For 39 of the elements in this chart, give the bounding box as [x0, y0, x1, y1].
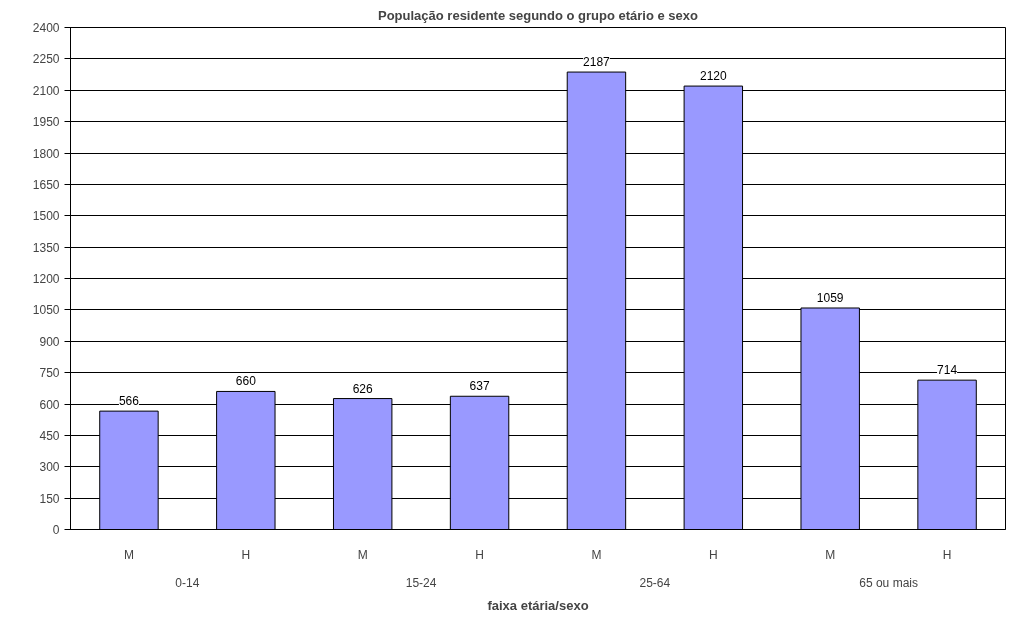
- y-tick-label: 750: [39, 366, 60, 381]
- y-tick-label: 1800: [32, 146, 60, 161]
- y-tick-label: 1200: [32, 272, 60, 286]
- data-label: 660: [235, 374, 257, 389]
- y-tick-label: 2100: [32, 83, 60, 98]
- y-tick-label: 1650: [32, 177, 60, 192]
- x-tick-label: M: [825, 547, 836, 562]
- x-tick-label: H: [475, 547, 484, 562]
- data-label: 2120: [699, 69, 727, 84]
- x-tick-label: H: [942, 547, 952, 562]
- text: 65 ou mais: [859, 575, 918, 590]
- data-label: 2187: [583, 55, 611, 70]
- data-label: 1059: [816, 290, 844, 305]
- data-label: 637: [469, 379, 490, 394]
- x-tick-label: H: [708, 547, 718, 562]
- y-tick-label: 1500: [32, 209, 60, 224]
- y-tick-label: 0: [52, 523, 60, 537]
- y-tick-label: 900: [39, 334, 60, 349]
- x-axis-title: faixa etária/sexo: [487, 597, 589, 613]
- x-tick-label: M: [591, 547, 602, 562]
- data-label: 714: [937, 363, 958, 378]
- x-tick-label: H: [241, 547, 251, 562]
- y-tick-label: 2400: [32, 21, 60, 35]
- data-label: 626: [352, 381, 374, 396]
- x-tick-label: M: [123, 547, 134, 562]
- y-tick-label: 600: [39, 397, 60, 412]
- y-tick-label: 1950: [32, 115, 60, 130]
- text: 25-64: [639, 575, 671, 590]
- y-tick-label: 300: [39, 460, 60, 475]
- y-tick-label: 1350: [32, 240, 60, 255]
- y-tick-label: 2250: [32, 52, 60, 67]
- y-tick-label: 1050: [32, 303, 60, 318]
- x-tick-label: M: [357, 547, 368, 562]
- text: 15-24: [405, 575, 437, 590]
- y-tick-label: 450: [39, 428, 60, 443]
- text: 0-14: [175, 575, 200, 590]
- chart-title: População residente segundo o grupo etário e sexo: [377, 7, 699, 23]
- y-tick-label: 150: [39, 491, 60, 506]
- data-label: 566: [118, 394, 140, 409]
